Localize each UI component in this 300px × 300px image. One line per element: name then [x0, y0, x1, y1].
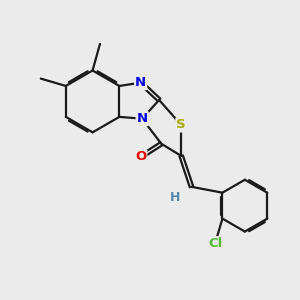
Text: H: H [170, 190, 181, 204]
Text: N: N [136, 112, 148, 125]
Text: O: O [135, 151, 146, 164]
Text: S: S [176, 118, 186, 131]
Text: Cl: Cl [208, 237, 222, 250]
Text: N: N [135, 76, 146, 89]
